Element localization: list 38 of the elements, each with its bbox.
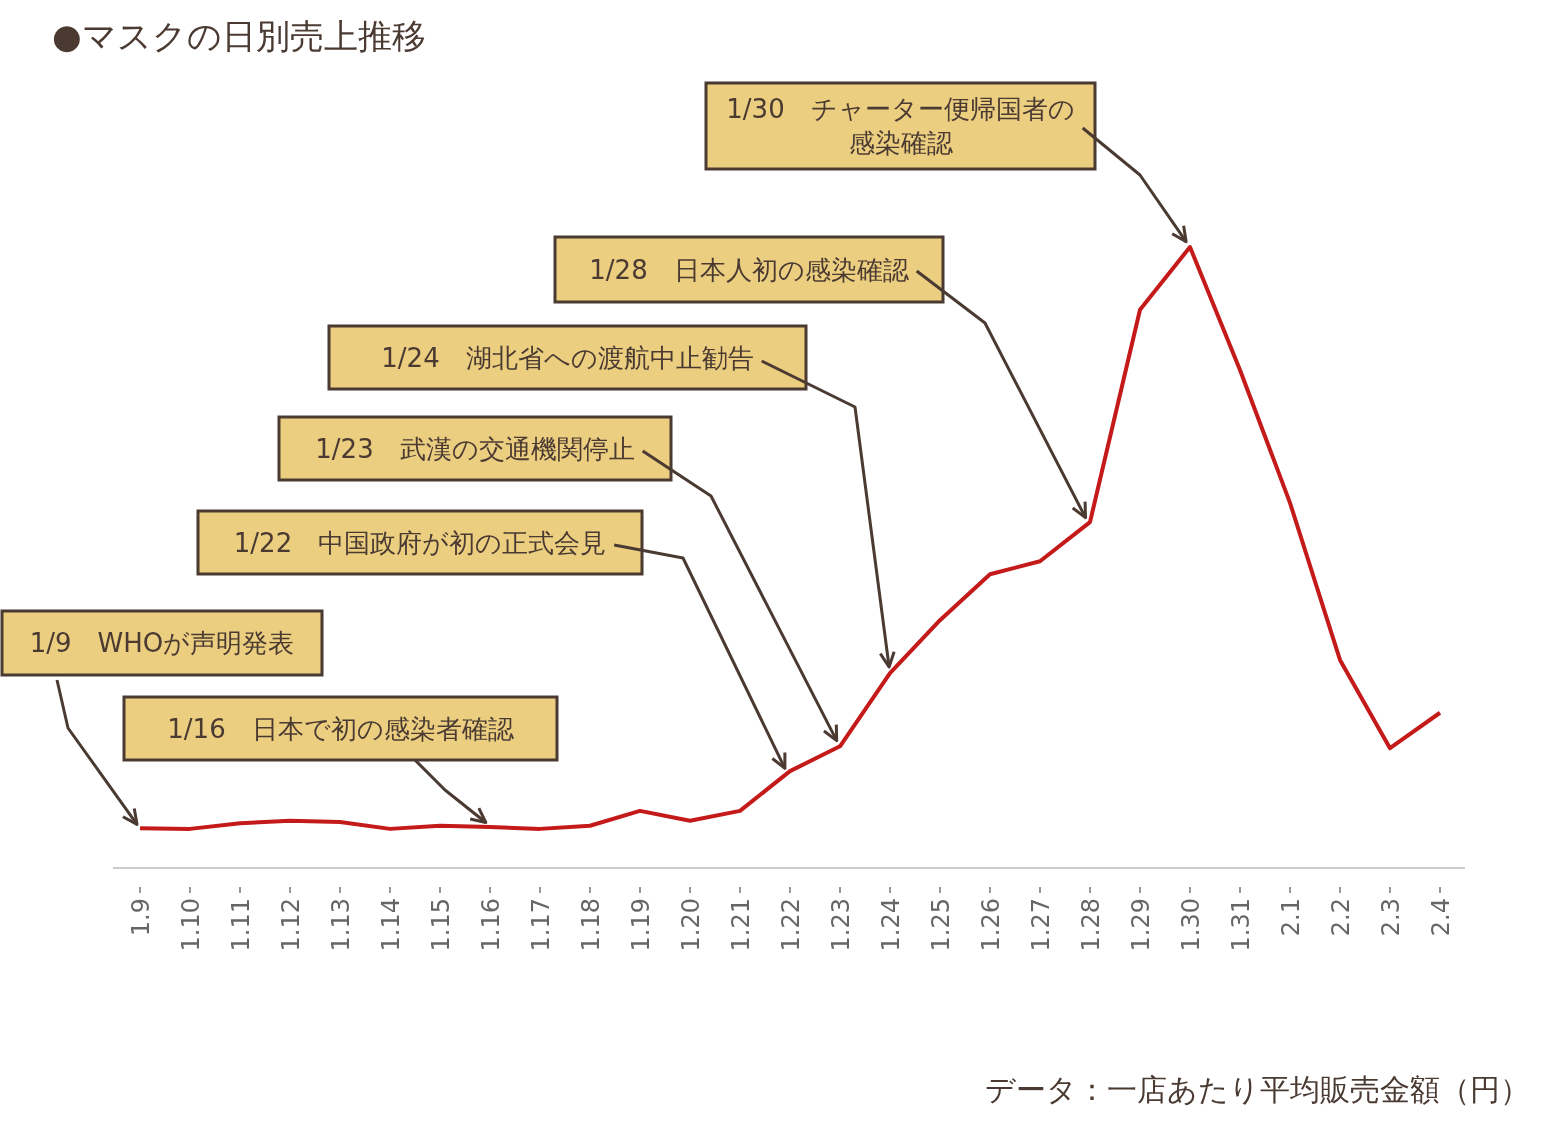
x-tick-label: 1.15 [427,898,455,952]
x-tick-label: 2.1 [1277,898,1305,937]
x-tick-label: 1.24 [877,898,905,952]
note: 1/16 日本で初の感染者確認 [122,695,559,824]
x-tick-label: 1.21 [727,898,755,952]
x-tick-label: 1.28 [1077,898,1105,952]
x-tick-label: 1.10 [177,898,205,952]
chart-title: ●マスクの日別売上推移 [52,16,426,56]
x-tick-label: 1.23 [827,898,855,952]
text: データ：一店あたり平均販売金額（円） [985,1072,1530,1107]
x-tick-label: 1.19 [627,898,655,952]
annotation: 1/9 WHOが声明発表 [29,628,295,658]
x-tick-label: 1.26 [977,898,1005,952]
x-tick-label: 1.17 [527,898,555,952]
annotation: 1/28 日本人初の感染確認 [589,254,909,285]
annotation: 1/16 日本で初の感染者確認 [167,713,514,744]
x-tick-label: 1.20 [677,898,705,952]
x-tick-label: 2.3 [1377,898,1405,937]
x-tick-label: 1.30 [1177,898,1205,952]
annotation: 1/24 湖北省への渡航中止勧告 [381,342,754,373]
x-tick-label: 1.29 [1127,898,1155,952]
x-tick-label: 1.31 [1227,898,1255,952]
x-tick-label: 1.9 [127,898,155,937]
annotation: 1/23 武漢の交通機関停止 [315,433,635,464]
x-tick-label: 1.16 [477,898,505,952]
annotation: 1/30 チャーター便帰国者の感染確認 [726,94,1075,158]
x-tick-label: 1.11 [227,898,255,952]
note: 1/30 チャーター便帰国者の感染確認 [704,81,1188,244]
annotation: 1/22 中国政府が初の正式会見 [233,527,607,558]
x-tick-label: 1.14 [377,898,405,952]
x-tick-label: 1.18 [577,898,605,952]
x-tick-label: 1.22 [777,898,805,952]
x-tick-label: 1.12 [277,898,305,952]
x-tick-label: 2.2 [1327,898,1355,937]
x-tick-label: 1.13 [327,898,355,952]
x-tick-label: 1.25 [927,898,955,952]
x-tick-label: 1.27 [1027,898,1055,952]
x-tick-label: 2.4 [1427,898,1455,937]
